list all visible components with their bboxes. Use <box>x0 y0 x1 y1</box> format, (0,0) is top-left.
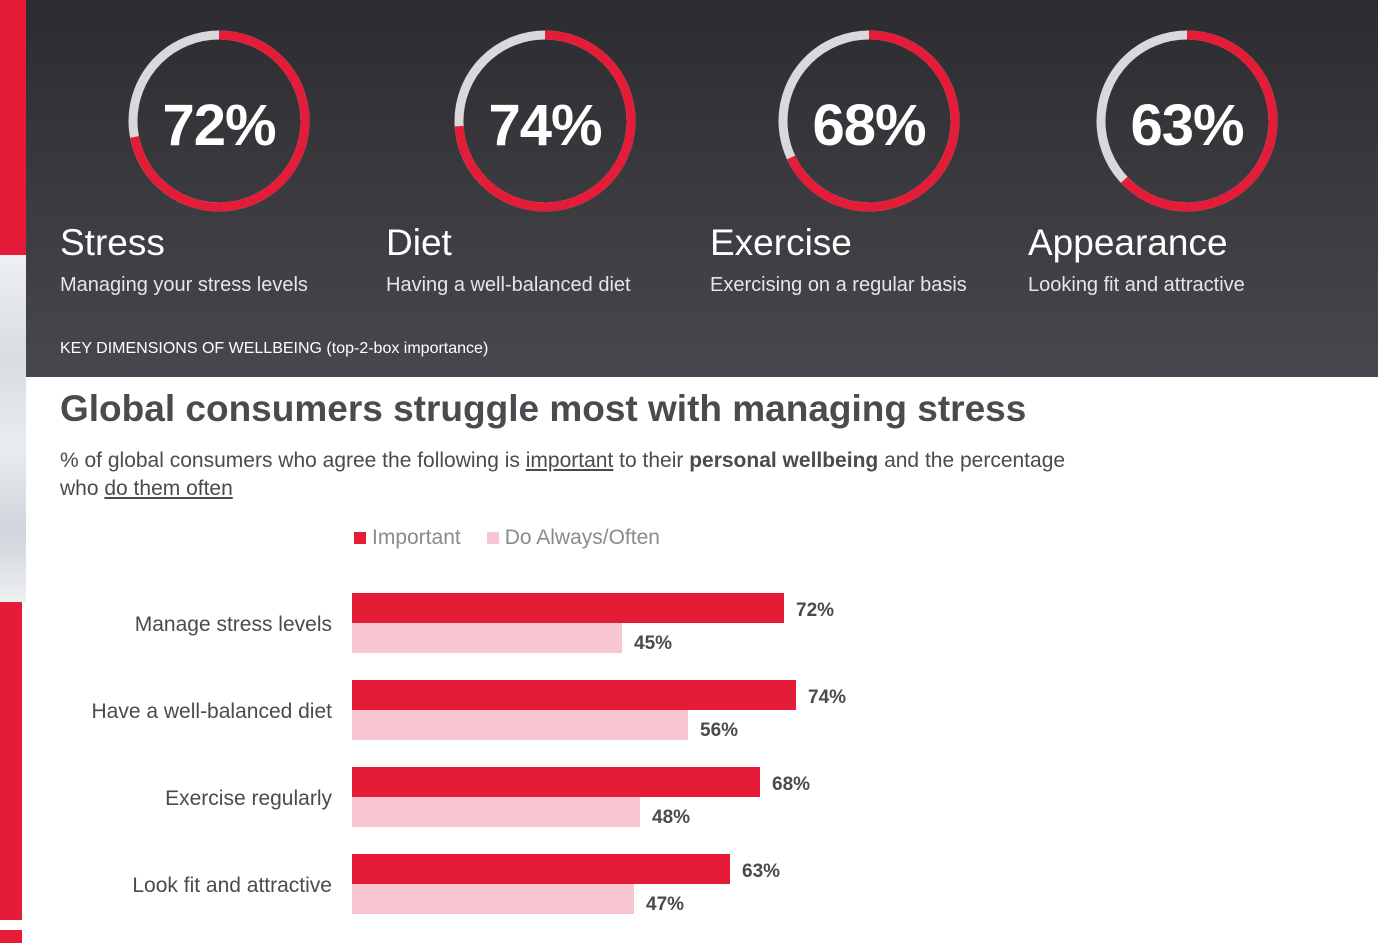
legend-item-important: Important <box>354 526 461 550</box>
decor-red-band-top <box>0 0 26 255</box>
value-label: 47% <box>646 894 684 915</box>
value-label: 74% <box>808 687 846 708</box>
kpi-value: 68% <box>812 93 926 158</box>
subtitle-underline-important: important <box>525 449 614 472</box>
subtitle-underline-often: do them often <box>104 477 233 500</box>
decor-red-band-bottom <box>0 602 22 920</box>
decor-red-band-foot <box>0 930 22 943</box>
bar-chart: Manage stress levels 72% 45% Have a well-ba… <box>92 593 846 915</box>
bar-do-often <box>352 623 622 653</box>
ring-chart-icon <box>778 30 960 212</box>
value-label: 72% <box>796 600 834 621</box>
ring-chart-icon <box>128 30 310 212</box>
kpi-title: Stress <box>60 222 165 263</box>
category-label: Exercise regularly <box>165 787 332 810</box>
wellbeing-panel: 72% Stress Managing your stress levels 7… <box>26 0 1378 377</box>
legend-swatch-icon <box>354 532 366 544</box>
kpi-title: Diet <box>386 222 452 263</box>
subtitle: % of global consumers who agree the foll… <box>60 447 1100 503</box>
legend-label: Important <box>372 526 461 549</box>
kpi-value: 63% <box>1130 93 1244 158</box>
value-label: 63% <box>742 861 780 882</box>
subtitle-text: and the percentage who <box>60 449 1066 500</box>
legend-label: Do Always/Often <box>504 526 660 549</box>
kpi-value: 72% <box>162 93 276 158</box>
bar-important <box>352 680 796 710</box>
category-label: Have a well-balanced diet <box>92 700 333 723</box>
kpi-stress: 72% Stress Managing your stress levels <box>60 0 380 310</box>
subtitle-text: to their <box>613 449 690 472</box>
bar-do-often <box>352 884 634 914</box>
value-label: 68% <box>772 774 810 795</box>
value-label: 45% <box>634 633 672 654</box>
kpi-exercise: 68% Exercise Exercising on a regular bas… <box>710 0 1030 310</box>
kpi-description: Exercising on a regular basis <box>710 274 967 296</box>
bar-do-often <box>352 797 640 827</box>
kpi-description: Managing your stress levels <box>60 274 308 296</box>
kpi-diet: 74% Diet Having a well-balanced diet <box>386 0 706 310</box>
subtitle-text: % of global consumers who agree the foll… <box>60 449 526 472</box>
bar-important <box>352 593 784 623</box>
category-label: Look fit and attractive <box>132 874 332 897</box>
bar-do-often <box>352 710 688 740</box>
kpi-title: Exercise <box>710 222 852 263</box>
kpi-appearance: 63% Appearance Looking fit and attractiv… <box>1028 0 1348 310</box>
bar-important <box>352 767 760 797</box>
decor-mist-band <box>0 255 26 602</box>
bar-important <box>352 854 730 884</box>
headline: Global consumers struggle most with mana… <box>60 388 1027 429</box>
left-decor-strip <box>0 0 26 943</box>
value-label: 48% <box>652 807 690 828</box>
category-label: Manage stress levels <box>135 613 332 636</box>
kpi-title: Appearance <box>1028 222 1228 263</box>
ring-chart-icon <box>454 30 636 212</box>
legend-swatch-icon <box>486 532 499 544</box>
subtitle-bold-wellbeing: personal wellbeing <box>689 449 879 472</box>
value-label: 56% <box>700 720 738 741</box>
legend-item-do-often: Do Always/Often <box>486 526 660 550</box>
kpi-description: Having a well-balanced diet <box>386 274 631 296</box>
chart-legend: Important Do Always/Often <box>354 526 686 550</box>
kpi-value: 74% <box>488 93 602 158</box>
panel-note: KEY DIMENSIONS OF WELLBEING (top-2-box i… <box>60 340 489 357</box>
ring-chart-icon <box>1096 30 1278 212</box>
kpi-description: Looking fit and attractive <box>1028 274 1245 296</box>
